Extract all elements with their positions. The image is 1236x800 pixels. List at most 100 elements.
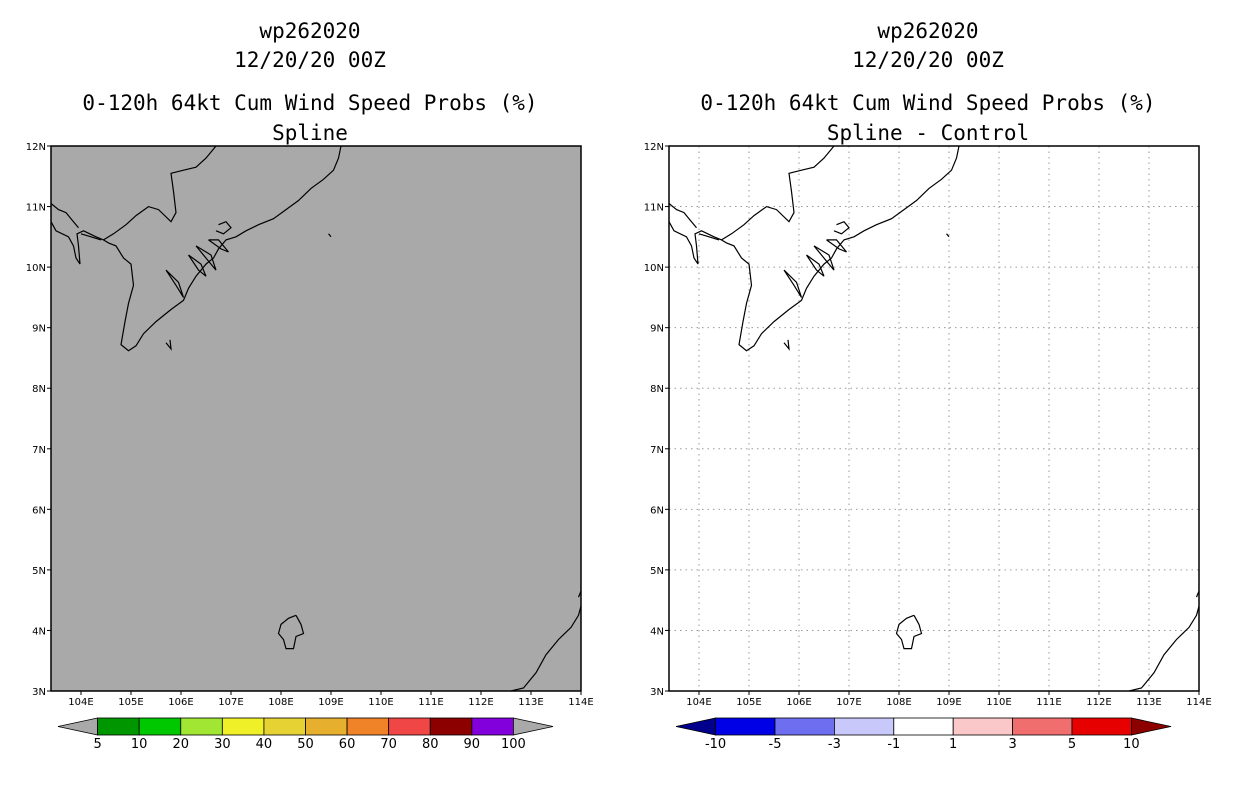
panel1-colorbar-high-triangle (513, 717, 554, 736)
panel1-map-frame (50, 145, 582, 692)
panel1-colorbar-box-8 (388, 717, 431, 736)
panel1-colorbar-box-7 (346, 717, 390, 736)
panel2-x-tick-label-106E: 106E (786, 697, 811, 708)
panel2-x-tick-label-109E: 109E (936, 697, 961, 708)
panel2-y-tick-label-4N: 4N (650, 626, 664, 637)
panel2-colorbar-label-4: -1 (887, 737, 900, 752)
panel1-colorbar-box-1 (97, 717, 140, 736)
panel1-colorbar-label-7: 60 (339, 737, 356, 752)
panel2-title-line-1: wp262020 (877, 19, 978, 43)
panel1-colorbar-box-6 (305, 717, 348, 736)
panel2-coastline-10 (946, 233, 950, 238)
panel2-y-tick-label-9N: 9N (650, 324, 664, 335)
panel1-colorbar-label-10: 90 (464, 737, 481, 752)
panel2-y-tick-label-12N: 12N (644, 142, 664, 153)
panel1-y-tick-label-8N: 8N (32, 384, 46, 395)
panel1-colorbar-label-1: 5 (93, 737, 101, 752)
panel2-coastline-4 (721, 145, 835, 241)
panel2-colorbar-high-triangle (1131, 717, 1172, 736)
panel1-x-tick-label-107E: 107E (218, 697, 243, 708)
panel1-coastline-4 (103, 145, 217, 241)
panel2-x-tick-label-113E: 113E (1136, 697, 1161, 708)
panel2-y-tick-label-3N: 3N (650, 687, 664, 698)
panel2-y-tick-label-11N: 11N (644, 203, 664, 214)
panel2-coastline-8 (833, 220, 850, 235)
panel2-map-frame (668, 145, 1200, 692)
panel1-coastline-5 (187, 254, 207, 277)
panel1-colorbar-box-4 (221, 717, 265, 736)
panel2-x-tick-label-104E: 104E (686, 697, 711, 708)
panel2-coastline-12 (895, 614, 923, 650)
panel2-colorbar-box-3 (834, 717, 895, 736)
panel1-colorbar-box-2 (138, 717, 182, 736)
panel1-title-line-4: Spline (272, 121, 348, 145)
panel2-y-tick-label-8N: 8N (650, 384, 664, 395)
panel2-x-tick-label-114E: 114E (1186, 697, 1211, 708)
panel2-colorbar-low-triangle (675, 717, 716, 736)
panel2-colorbar-box-7 (1071, 717, 1132, 736)
panel1-x-tick-label-106E: 106E (168, 697, 193, 708)
panel2-colorbar-box-6 (1012, 717, 1073, 736)
panel2-coastline-1 (668, 145, 960, 352)
panel2-coastline-7 (826, 239, 847, 253)
panel1-y-tick-label-4N: 4N (32, 626, 46, 637)
panel2-colorbar-label-7: 5 (1068, 737, 1076, 752)
panel1-x-tick-label-110E: 110E (368, 697, 393, 708)
panel2-coastline-5 (805, 254, 825, 277)
panel2-colorbar-label-6: 3 (1008, 737, 1016, 752)
panel1-y-tick-label-7N: 7N (32, 445, 46, 456)
panel1-x-tick-label-104E: 104E (68, 697, 93, 708)
panel1-coastline-11 (165, 339, 172, 351)
panel2-y-tick-label-5N: 5N (650, 566, 664, 577)
panel1-x-tick-label-109E: 109E (318, 697, 343, 708)
panel1-x-tick-label-113E: 113E (518, 697, 543, 708)
panel1-title-line-3: 0-120h 64kt Cum Wind Speed Probs (%) (82, 91, 537, 115)
panel1-coastline-8 (215, 220, 232, 235)
panel1-colorbar-box-3 (180, 717, 223, 736)
panel1-coastline-6 (195, 245, 217, 271)
panel2-x-tick-label-111E: 111E (1036, 697, 1061, 708)
panel2-x-tick-label-112E: 112E (1086, 697, 1111, 708)
panel2-map-background (669, 146, 1199, 691)
panel2-colorbar-box-5 (952, 717, 1014, 736)
panel1-y-tick-label-12N: 12N (26, 142, 46, 153)
panel1-x-tick-label-112E: 112E (468, 697, 493, 708)
panel1-colorbar-label-11: 100 (501, 737, 526, 752)
panel2-coastline-2 (668, 203, 697, 229)
panel2-colorbar-label-1: -10 (705, 737, 726, 752)
panel1-x-tick-label-108E: 108E (268, 697, 293, 708)
panel1-coastline-2 (50, 203, 79, 229)
panel1-y-tick-label-10N: 10N (26, 263, 46, 274)
panel1-colorbar-label-4: 30 (214, 737, 231, 752)
panel1-title-line-2: 12/20/20 00Z (234, 48, 386, 72)
panel2-colorbar-box-4 (893, 717, 954, 736)
panel2-colorbar-label-2: -5 (769, 737, 782, 752)
panel2-y-tick-label-6N: 6N (650, 505, 664, 516)
panel1-coastline-1 (50, 145, 342, 352)
panel2-colorbar-box-2 (774, 717, 835, 736)
panel2-coastline-6 (813, 245, 835, 271)
panel1-y-tick-label-6N: 6N (32, 505, 46, 516)
panel1-colorbar-label-8: 70 (380, 737, 397, 752)
panel2-colorbar-label-5: 1 (949, 737, 957, 752)
panel1-y-tick-label-11N: 11N (26, 203, 46, 214)
panel2-coastline-13 (1128, 606, 1200, 692)
panel2-y-tick-label-7N: 7N (650, 445, 664, 456)
panel2-coastline-9 (783, 269, 803, 298)
panel1-colorbar-box-5 (263, 717, 306, 736)
panel1-y-tick-label-9N: 9N (32, 324, 46, 335)
panel1-coastline-7 (208, 239, 229, 253)
panel1-map-background (51, 146, 581, 691)
panel1-coastline-3 (80, 233, 102, 241)
panel2-coastline-11 (783, 339, 790, 351)
panel1-title-line-1: wp262020 (259, 19, 360, 43)
panel2-coastline-3 (698, 233, 720, 241)
panel2-title-line-4: Spline - Control (827, 121, 1029, 145)
panel1-coastline-12 (277, 614, 305, 650)
panel2-x-tick-label-105E: 105E (736, 697, 761, 708)
panel1-coastline-9 (165, 269, 185, 298)
panel1-colorbar-label-9: 80 (422, 737, 439, 752)
panel1-y-tick-label-5N: 5N (32, 566, 46, 577)
panel2-y-tick-label-10N: 10N (644, 263, 664, 274)
